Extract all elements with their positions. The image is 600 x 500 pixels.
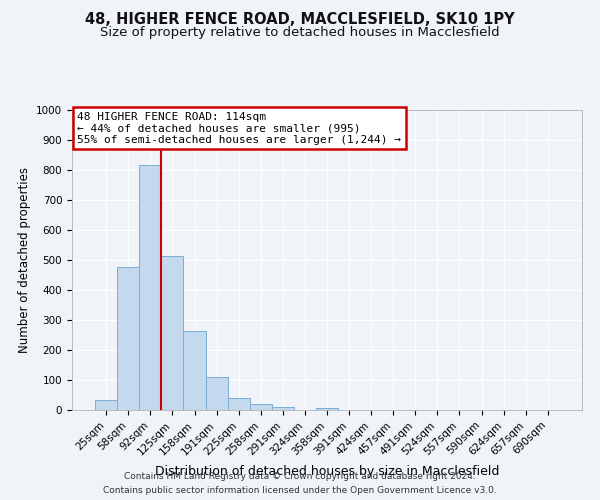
Text: Contains public sector information licensed under the Open Government Licence v3: Contains public sector information licen… [103, 486, 497, 495]
Bar [227, 398, 250, 410]
Bar [272, 407, 294, 410]
Bar [316, 408, 338, 410]
Bar [206, 377, 227, 410]
Text: 48 HIGHER FENCE ROAD: 114sqm
← 44% of detached houses are smaller (995)
55% of s: 48 HIGHER FENCE ROAD: 114sqm ← 44% of de… [77, 112, 401, 144]
Text: 48, HIGHER FENCE ROAD, MACCLESFIELD, SK10 1PY: 48, HIGHER FENCE ROAD, MACCLESFIELD, SK1… [85, 12, 515, 28]
Bar [250, 404, 272, 410]
Bar [161, 256, 184, 410]
X-axis label: Distribution of detached houses by size in Macclesfield: Distribution of detached houses by size … [155, 465, 499, 478]
Bar [117, 266, 139, 410]
Y-axis label: Number of detached properties: Number of detached properties [17, 167, 31, 353]
Text: Contains HM Land Registry data © Crown copyright and database right 2024.: Contains HM Land Registry data © Crown c… [124, 472, 476, 481]
Bar [184, 330, 206, 410]
Text: Size of property relative to detached houses in Macclesfield: Size of property relative to detached ho… [100, 26, 500, 39]
Bar [139, 164, 161, 410]
Bar [95, 400, 117, 410]
